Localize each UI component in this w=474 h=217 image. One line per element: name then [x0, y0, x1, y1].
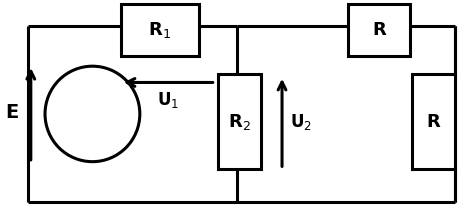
Text: R$_2$: R$_2$: [228, 112, 251, 132]
Text: R: R: [427, 113, 441, 130]
Text: U$_1$: U$_1$: [157, 90, 179, 110]
Text: R$_1$: R$_1$: [148, 20, 171, 40]
FancyBboxPatch shape: [348, 4, 410, 56]
FancyBboxPatch shape: [218, 74, 261, 169]
FancyBboxPatch shape: [412, 74, 455, 169]
FancyBboxPatch shape: [121, 4, 199, 56]
Text: U$_2$: U$_2$: [290, 112, 312, 132]
Text: R: R: [372, 21, 386, 39]
Text: E: E: [5, 103, 18, 122]
